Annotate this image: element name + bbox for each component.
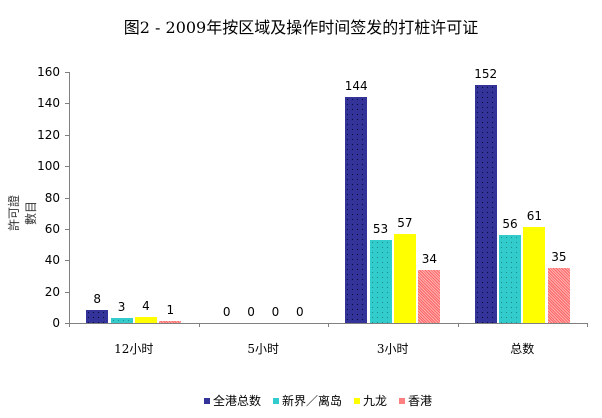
data-label: 57 xyxy=(397,215,413,230)
legend-swatch-icon xyxy=(204,397,210,404)
x-category-label: 12小时 xyxy=(114,342,154,356)
data-label: 53 xyxy=(372,221,389,236)
data-label: 0 xyxy=(296,305,304,319)
bar-0-2 xyxy=(345,97,368,323)
y-tick xyxy=(65,228,69,230)
data-label: 1 xyxy=(166,303,175,318)
y-tick-label: 100 xyxy=(37,159,60,174)
legend-swatch-icon xyxy=(399,397,406,404)
y-tick xyxy=(65,260,69,262)
y-tick-label: 60 xyxy=(44,221,60,236)
x-tick xyxy=(457,323,459,327)
y-tick xyxy=(65,166,69,168)
y-tick-label: 40 xyxy=(44,253,60,268)
y-tick-label: 160 xyxy=(37,65,60,79)
legend-swatch-icon xyxy=(273,397,280,404)
y-tick xyxy=(65,72,69,73)
y-tick-label: 140 xyxy=(37,96,60,111)
data-label: 0 xyxy=(247,305,255,319)
y-tick-label: 0 xyxy=(52,316,60,330)
data-label: 0 xyxy=(222,305,231,319)
y-tick-label: 120 xyxy=(37,127,60,142)
data-label: 56 xyxy=(502,217,518,232)
y-tick xyxy=(65,291,69,293)
y-tick-label: 20 xyxy=(44,284,60,299)
legend-label: 全港总数 xyxy=(213,394,262,408)
legend: 全港总数 新界／离岛 九龙 香港 xyxy=(204,392,444,409)
y-tick xyxy=(65,103,69,105)
data-label: 34 xyxy=(421,251,437,266)
bar-2-3 xyxy=(523,227,546,323)
data-label: 61 xyxy=(526,209,543,224)
legend-item: 全港总数 xyxy=(204,392,261,409)
data-label: 152 xyxy=(474,66,498,81)
data-label: 3 xyxy=(117,300,126,315)
bar-1-2 xyxy=(369,239,392,323)
data-label: 144 xyxy=(344,79,368,94)
bar-2-0 xyxy=(134,316,157,323)
y-axis-line xyxy=(69,72,70,323)
y-tick-label: 80 xyxy=(44,190,60,205)
y-tick xyxy=(65,323,69,324)
y-tick xyxy=(65,134,69,136)
bar-3-2 xyxy=(418,269,441,323)
x-category-label: 总数 xyxy=(510,342,535,356)
legend-label: 新界／离岛 xyxy=(282,394,343,408)
x-tick xyxy=(587,323,588,327)
chart-title: 图2 - 2009年按区域及操作时间签发的打桩许可证 xyxy=(123,18,479,37)
bar-3-0 xyxy=(159,321,182,323)
legend-item: 香港 xyxy=(399,392,432,409)
x-tick xyxy=(198,323,200,327)
data-label: 8 xyxy=(93,292,101,307)
legend-label: 香港 xyxy=(408,394,433,408)
data-label: 0 xyxy=(271,305,280,319)
bar-1-3 xyxy=(499,235,522,323)
data-label: 4 xyxy=(142,298,150,313)
x-category-label: 3小时 xyxy=(376,342,409,356)
bar-0-3 xyxy=(474,84,497,323)
bar-2-2 xyxy=(393,233,416,323)
legend-label: 九龙 xyxy=(363,394,388,408)
legend-swatch-icon xyxy=(354,397,361,404)
legend-item: 新界／离岛 xyxy=(273,392,342,409)
y-tick xyxy=(65,197,69,199)
bar-3-3 xyxy=(547,268,570,323)
x-tick xyxy=(69,323,70,327)
legend-item: 九龙 xyxy=(354,392,387,409)
bar-1-0 xyxy=(110,318,133,323)
x-category-label: 5小时 xyxy=(247,342,280,356)
data-label: 35 xyxy=(551,250,567,265)
bar-0-0 xyxy=(86,310,109,323)
x-tick xyxy=(328,323,329,327)
